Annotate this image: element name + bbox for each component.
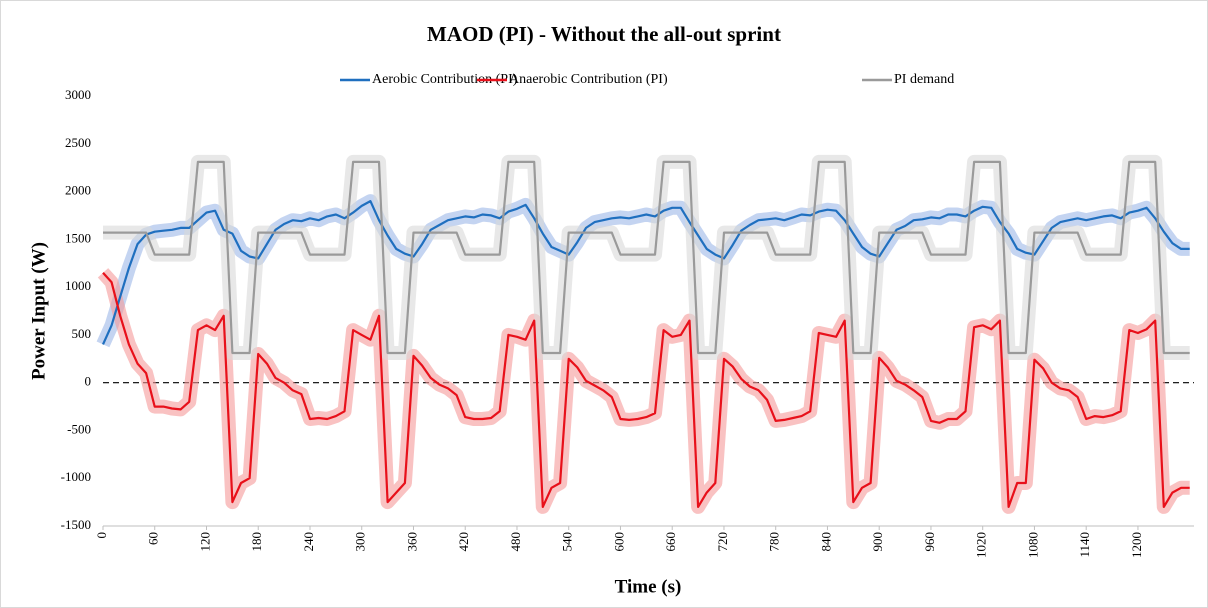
y-tick-label: 1500	[65, 230, 91, 245]
y-tick-label: 2000	[65, 183, 91, 198]
legend-label: Anaerobic Contribution (PI)	[509, 72, 668, 87]
y-tick-label: -500	[67, 421, 91, 436]
x-tick-label: 360	[404, 532, 419, 552]
x-tick-label: 180	[249, 532, 264, 552]
x-tick-label: 840	[818, 532, 833, 552]
x-axis-label: Time (s)	[615, 576, 682, 597]
legend-label: Aerobic Contribution (PI)	[372, 72, 518, 87]
x-tick-label: 1140	[1077, 532, 1092, 558]
y-tick-label: 500	[72, 326, 92, 341]
x-tick-label: 660	[663, 532, 678, 552]
x-tick-label: 420	[456, 532, 471, 552]
x-tick-label: 60	[146, 532, 161, 545]
y-tick-label: 1000	[65, 278, 91, 293]
x-tick-label: 1200	[1129, 532, 1144, 558]
x-tick-label: 1080	[1025, 532, 1040, 558]
x-tick-label: 780	[767, 532, 782, 552]
x-tick-label: 120	[197, 532, 212, 552]
x-tick-label: 900	[870, 532, 885, 552]
y-tick-label: -1000	[61, 469, 91, 484]
x-tick-label: 480	[508, 532, 523, 552]
series-line	[101, 200, 1190, 345]
x-tick-label: 600	[611, 532, 626, 552]
x-tick-label: 0	[94, 532, 109, 539]
x-tick-label: 540	[560, 532, 575, 552]
x-tick-label: 240	[301, 532, 316, 552]
y-tick-label: 3000	[65, 87, 91, 102]
x-tick-label: 960	[922, 532, 937, 552]
y-tick-label: -1500	[61, 517, 91, 532]
series-line	[103, 160, 1190, 355]
chart-title: MAOD (PI) - Without the all-out sprint	[427, 22, 781, 46]
legend-label: PI demand	[894, 72, 954, 87]
x-tick-label: 720	[715, 532, 730, 552]
series-line	[102, 272, 1190, 508]
y-tick-label: 2500	[65, 135, 91, 150]
y-axis-label: Power Input (W)	[28, 242, 49, 380]
x-tick-label: 300	[353, 532, 368, 552]
x-tick-label: 1020	[974, 532, 989, 558]
y-tick-label: 0	[85, 374, 92, 389]
